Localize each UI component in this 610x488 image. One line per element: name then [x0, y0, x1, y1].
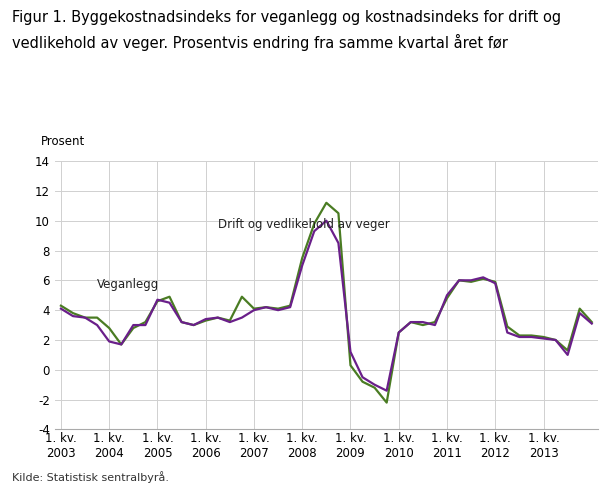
- Text: Drift og vedlikehold av veger: Drift og vedlikehold av veger: [218, 218, 390, 231]
- Text: vedlikehold av veger. Prosentvis endring fra samme kvartal året før: vedlikehold av veger. Prosentvis endring…: [12, 34, 508, 51]
- Text: Prosent: Prosent: [41, 135, 85, 147]
- Text: Veganlegg: Veganlegg: [97, 278, 159, 291]
- Text: Kilde: Statistisk sentralbyrå.: Kilde: Statistisk sentralbyrå.: [12, 471, 169, 483]
- Text: Figur 1. Byggekostnadsindeks for veganlegg og kostnadsindeks for drift og: Figur 1. Byggekostnadsindeks for veganle…: [12, 10, 561, 25]
